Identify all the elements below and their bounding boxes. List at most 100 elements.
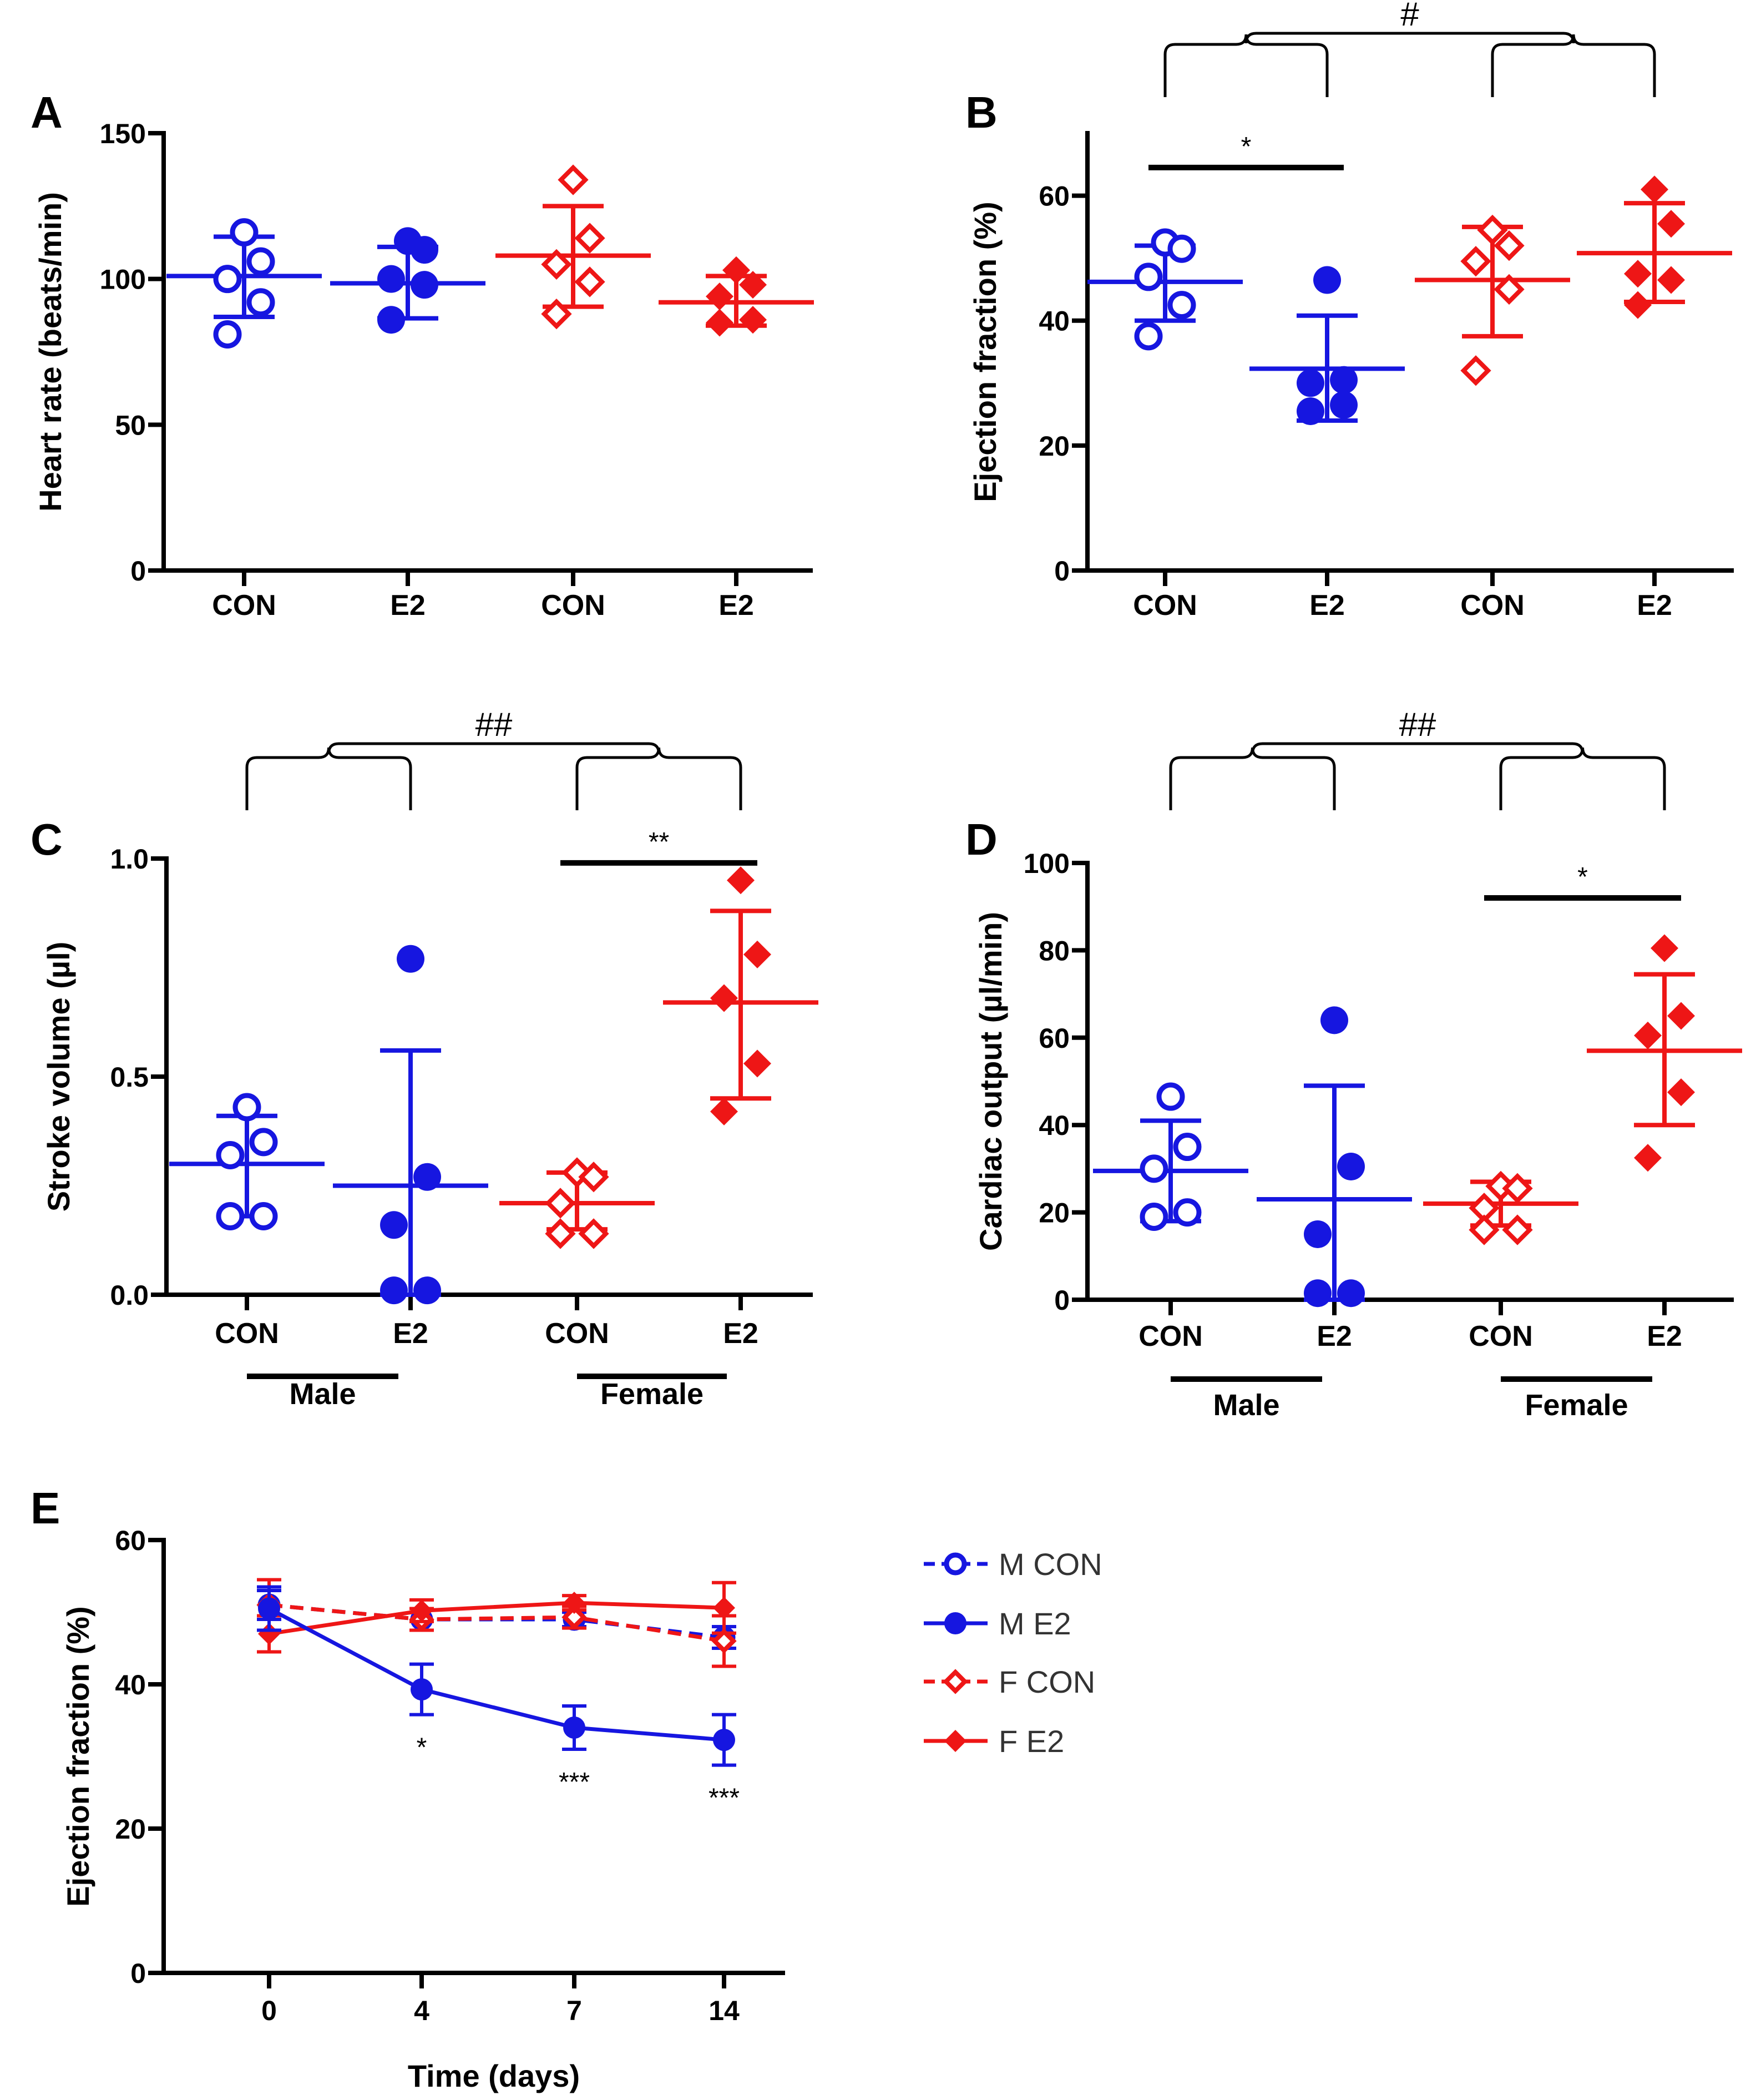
- y-axis-label: Ejection fraction (%): [60, 1606, 95, 1906]
- y-axis-label: Ejection fraction (%): [968, 201, 1003, 502]
- y-tick-label: 0: [130, 556, 146, 587]
- group-M-CON: [1087, 228, 1243, 351]
- data-point: [411, 236, 438, 264]
- x-tick-label: CON: [212, 589, 276, 622]
- y-tick-label: 60: [1039, 1023, 1070, 1054]
- significance-marker: **: [649, 827, 669, 857]
- panel-label: C: [31, 815, 63, 864]
- series-line: [268, 1607, 725, 1742]
- series-f-e2: [257, 1581, 736, 1654]
- x-axis-label: Time (days): [408, 2058, 580, 2093]
- data-point: [1330, 366, 1358, 394]
- data-point: [574, 266, 605, 297]
- x-tick-label: 14: [709, 1995, 740, 2026]
- legend-label: F E2: [999, 1724, 1064, 1759]
- data-point: [413, 1163, 441, 1191]
- x-tick-label: CON: [1460, 589, 1525, 622]
- legend-marker: [943, 1669, 968, 1694]
- group-F-CON: [1415, 214, 1570, 386]
- group-M-E2: [1257, 1006, 1412, 1308]
- data-point: [706, 282, 733, 311]
- y-tick-label: 0.5: [110, 1062, 149, 1093]
- data-point: [1173, 1133, 1202, 1162]
- y-tick-label: 40: [115, 1669, 146, 1700]
- bracket-left: [1163, 34, 1329, 97]
- significance-marker: *: [1577, 862, 1588, 892]
- comparison-bracket: ##: [1169, 706, 1666, 810]
- panel-label: D: [965, 815, 998, 864]
- group-F-E2: [663, 866, 818, 1125]
- data-point: [1337, 1152, 1365, 1180]
- legend-label: M CON: [999, 1547, 1102, 1582]
- x-tick-label: CON: [1133, 589, 1197, 622]
- data-point: [1460, 355, 1491, 386]
- data-point: [1651, 934, 1678, 962]
- group-F-E2: [1577, 175, 1732, 319]
- data-point: [739, 306, 767, 334]
- legend-marker: [944, 1730, 966, 1752]
- data-point: [411, 1678, 433, 1701]
- y-tick-label: 0.0: [110, 1280, 149, 1311]
- sex-group-label: Male: [289, 1377, 356, 1411]
- y-tick-label: 50: [115, 410, 146, 441]
- comparison-bracket: ##: [245, 706, 742, 810]
- y-tick-label: 60: [1039, 181, 1070, 212]
- significance-marker: *: [417, 1733, 427, 1763]
- data-point: [1634, 1021, 1662, 1049]
- data-point: [1494, 230, 1525, 261]
- data-point: [1667, 1002, 1695, 1030]
- bracket-marker: #: [1400, 0, 1419, 33]
- legend-marker: [944, 1612, 966, 1634]
- x-tick-label: 7: [566, 1995, 582, 2026]
- group-F-CON: [499, 1157, 655, 1249]
- x-tick-label: E2: [718, 589, 754, 622]
- data-point: [574, 223, 605, 254]
- data-point: [710, 1097, 738, 1125]
- panel-label: A: [31, 88, 63, 137]
- significance-marker: *: [1241, 132, 1252, 161]
- data-point: [1297, 397, 1324, 425]
- data-point: [1304, 1220, 1332, 1248]
- y-tick-label: 20: [115, 1814, 146, 1845]
- significance-marker: ***: [709, 1784, 740, 1813]
- data-point: [1657, 266, 1685, 294]
- bracket-left: [1169, 747, 1336, 810]
- legend-item: F CON: [924, 1664, 1095, 1699]
- data-point: [743, 940, 771, 968]
- y-tick-label: 150: [100, 118, 146, 149]
- series-line: [269, 1603, 725, 1643]
- data-point: [1304, 1279, 1332, 1308]
- data-point: [216, 1202, 245, 1231]
- legend-item: M CON: [924, 1547, 1102, 1582]
- panel-D: D 0 20 40 60 80 100 CON E2 CON E2 Cardiac output (µ…: [965, 706, 1742, 1422]
- legend-label: M E2: [999, 1606, 1071, 1641]
- data-point: [541, 299, 572, 330]
- y-tick-label: 20: [1039, 1198, 1070, 1229]
- x-tick-label: E2: [1309, 589, 1345, 622]
- x-tick-label: CON: [545, 1317, 609, 1350]
- legend-label: F CON: [999, 1664, 1095, 1699]
- x-tick-label: E2: [1647, 1320, 1682, 1352]
- group-M-E2: [1249, 266, 1405, 425]
- data-point: [1140, 1202, 1168, 1231]
- y-tick-label: 60: [115, 1525, 146, 1556]
- y-tick-label: 100: [100, 264, 146, 295]
- data-point: [706, 309, 733, 337]
- y-axis-label: Heart rate (beats/min): [33, 192, 68, 512]
- panel-E: E 0 20 40 60 0 4 7 14 Time (days) Ejection fractio…: [31, 1483, 1102, 2093]
- series-m-e2: [257, 1585, 736, 1767]
- data-point: [1134, 322, 1163, 351]
- data-point: [1460, 246, 1491, 277]
- bracket-marker: ##: [1399, 706, 1436, 743]
- data-point: [563, 1592, 585, 1614]
- data-point: [1469, 1214, 1500, 1245]
- data-point: [249, 1202, 278, 1231]
- x-tick-label: 4: [414, 1995, 429, 2026]
- data-point: [1297, 369, 1324, 397]
- y-axis-label: Stroke volume (µl): [41, 942, 76, 1212]
- data-point: [1494, 274, 1525, 305]
- data-point: [413, 1276, 441, 1305]
- y-tick-label: 0: [130, 1958, 146, 1989]
- bracket-marker: ##: [475, 706, 513, 743]
- x-tick-label: CON: [215, 1317, 279, 1350]
